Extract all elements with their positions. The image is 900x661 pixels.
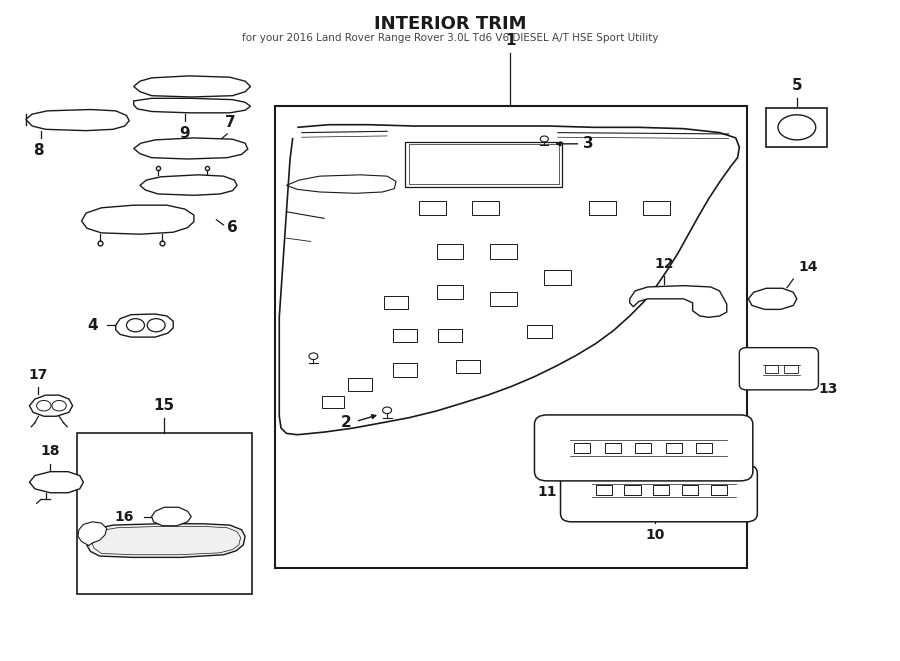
Text: 1: 1: [505, 33, 516, 48]
Text: 2: 2: [340, 415, 351, 430]
Text: 3: 3: [583, 136, 594, 151]
Bar: [456, 360, 480, 373]
Bar: [527, 325, 553, 338]
Text: 10: 10: [645, 528, 664, 543]
Text: 15: 15: [154, 398, 175, 413]
Bar: [418, 200, 446, 215]
Bar: [491, 244, 518, 258]
Text: 5: 5: [792, 78, 802, 93]
Text: 17: 17: [29, 368, 48, 382]
Bar: [472, 200, 500, 215]
Bar: [697, 443, 713, 453]
Bar: [436, 285, 464, 299]
Polygon shape: [116, 314, 173, 337]
Bar: [644, 200, 670, 215]
Bar: [322, 396, 344, 408]
Bar: [393, 364, 417, 377]
Polygon shape: [152, 507, 191, 525]
Bar: [409, 145, 559, 184]
Bar: [436, 244, 464, 258]
Bar: [77, 433, 252, 594]
Polygon shape: [78, 522, 107, 545]
Bar: [574, 443, 590, 453]
Text: 14: 14: [798, 260, 818, 274]
Polygon shape: [140, 175, 237, 195]
Bar: [596, 485, 612, 495]
FancyBboxPatch shape: [740, 348, 818, 390]
Bar: [784, 366, 797, 373]
Bar: [711, 485, 727, 495]
Polygon shape: [30, 395, 73, 416]
Text: 4: 4: [87, 318, 98, 332]
Polygon shape: [134, 138, 248, 159]
Bar: [766, 108, 827, 147]
Bar: [274, 106, 746, 568]
Text: 8: 8: [33, 143, 44, 157]
Text: for your 2016 Land Rover Range Rover 3.0L Td6 V6 DIESEL A/T HSE Sport Utility: for your 2016 Land Rover Range Rover 3.0…: [242, 33, 658, 43]
Bar: [405, 142, 562, 186]
Text: 11: 11: [537, 485, 557, 499]
FancyBboxPatch shape: [535, 415, 752, 481]
Text: INTERIOR TRIM: INTERIOR TRIM: [374, 15, 526, 33]
Text: 18: 18: [40, 444, 60, 459]
Bar: [764, 366, 778, 373]
Bar: [384, 296, 408, 309]
Bar: [625, 485, 641, 495]
Text: 13: 13: [818, 381, 838, 395]
Text: 6: 6: [227, 220, 238, 235]
Polygon shape: [26, 110, 130, 131]
Bar: [438, 329, 462, 342]
Polygon shape: [82, 205, 194, 234]
Polygon shape: [748, 288, 796, 309]
Polygon shape: [134, 76, 250, 97]
Bar: [605, 443, 621, 453]
Bar: [491, 292, 518, 306]
Bar: [666, 443, 682, 453]
Text: 12: 12: [654, 257, 673, 271]
Bar: [682, 485, 698, 495]
Polygon shape: [134, 98, 250, 113]
Text: 9: 9: [180, 126, 190, 141]
Bar: [635, 443, 652, 453]
Bar: [348, 378, 372, 391]
Bar: [393, 329, 417, 342]
Bar: [544, 270, 572, 285]
Bar: [653, 485, 670, 495]
FancyBboxPatch shape: [561, 465, 757, 522]
Polygon shape: [30, 472, 84, 492]
Text: 16: 16: [114, 510, 134, 524]
Polygon shape: [630, 286, 727, 317]
Polygon shape: [87, 524, 245, 557]
Bar: [590, 200, 616, 215]
Text: 7: 7: [224, 115, 235, 130]
